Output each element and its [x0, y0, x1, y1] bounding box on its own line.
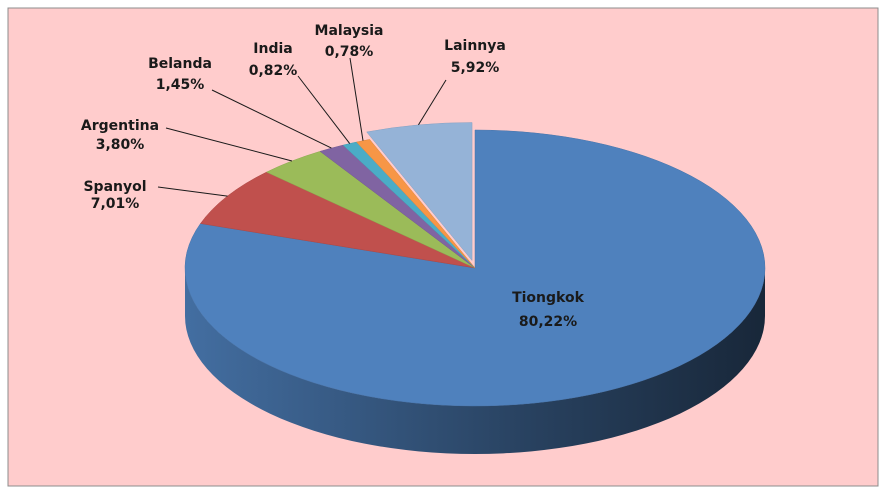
pie-slice: [356, 139, 476, 269]
leader-line: [417, 79, 447, 126]
slice-value-label: 0,78%: [325, 44, 374, 60]
slice-label: Argentina: [81, 118, 159, 134]
slice-label: Malaysia: [315, 23, 384, 39]
slice-value-label: 0,82%: [249, 63, 298, 79]
slice-value-label: 5,92%: [451, 60, 500, 76]
pie-slice: [366, 122, 473, 262]
slice-label: Lainnya: [444, 38, 506, 54]
slice-value-label: 3,80%: [96, 137, 145, 153]
slice-label: Tiongkok: [512, 290, 585, 306]
slice-value-label: 1,45%: [156, 77, 205, 93]
pie-side: [185, 268, 765, 454]
leader-line: [349, 57, 364, 141]
leader-line: [157, 186, 228, 197]
slice-value-label: 80,22%: [519, 314, 577, 330]
pie-slice: [200, 171, 476, 269]
pie-tops: [184, 122, 766, 407]
slice-label: Belanda: [148, 56, 212, 72]
leader-line: [165, 127, 293, 162]
slice-label: Spanyol: [83, 179, 146, 195]
slice-value-label: 7,01%: [91, 196, 140, 212]
leader-line: [297, 75, 351, 144]
leader-line: [211, 89, 332, 149]
slice-label: India: [253, 41, 292, 57]
